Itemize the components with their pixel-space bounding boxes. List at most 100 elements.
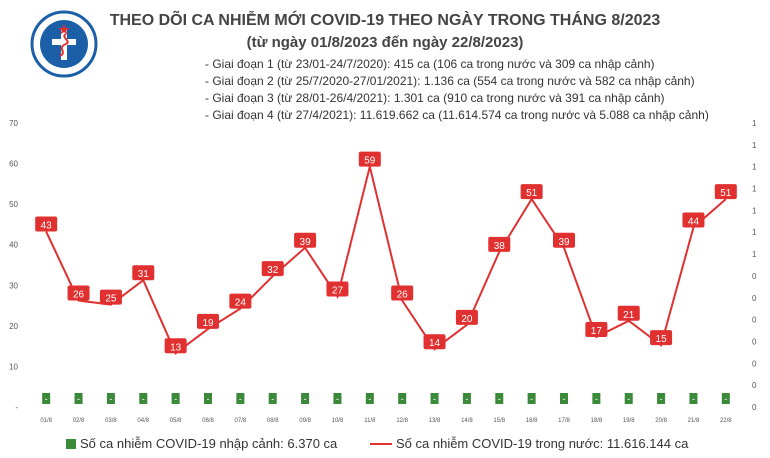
point-label-box (99, 289, 122, 305)
chart-title: THEO DÕI CA NHIỄM MỚI COVID-19 THEO NGÀY… (109, 12, 661, 29)
point-data-label: 24 (235, 298, 247, 309)
bar-data-label: - (433, 394, 436, 404)
bar-data-label: - (724, 394, 727, 404)
bar-data-label: - (142, 394, 145, 404)
point-label-box (585, 322, 608, 338)
point-label-box (261, 261, 284, 277)
point-label-box (520, 184, 543, 200)
y-right-tick-label: 1 (752, 228, 757, 237)
x-tick-label: 06/8 (202, 418, 214, 424)
bar-label-box (495, 393, 504, 404)
bar-label-box (139, 393, 148, 404)
point-data-label: 51 (526, 188, 538, 199)
point-data-label: 38 (494, 241, 506, 252)
bar-label-box (560, 393, 568, 404)
line-domestic (45, 166, 727, 355)
x-tick-label: 11/8 (364, 418, 376, 424)
point-data-label: 51 (720, 188, 732, 199)
point-data-label: 20 (461, 314, 473, 325)
bar-data-label: - (660, 394, 663, 404)
point-data-label: 25 (105, 294, 117, 305)
x-tick-label: 19/8 (623, 418, 635, 424)
bar-label-box (721, 393, 730, 404)
phase-notes: - Giai đoạn 1 (từ 23/01-24/7/2020): 415 … (205, 56, 709, 124)
point-data-label: 59 (364, 156, 376, 167)
bar-data-label: - (530, 394, 533, 404)
bar-data-label: - (207, 394, 210, 404)
point-label-box (455, 309, 478, 325)
point-label-box (294, 232, 317, 248)
bar-data-label: - (692, 394, 695, 404)
legend-swatch-bar (66, 438, 76, 449)
x-tick-label: 05/8 (170, 418, 182, 424)
y-left-tick-label: 50 (9, 200, 18, 209)
legend-label-domestic: Số ca nhiễm COVID-19 trong nước: 11.616.… (396, 436, 689, 451)
y-right-tick-label: 1 (752, 206, 757, 215)
x-tick-label: 01/8 (40, 418, 52, 424)
y-right-tick-label: 0 (752, 316, 757, 325)
y-right-tick-label: 0 (752, 381, 757, 390)
bar-label-box (592, 393, 601, 404)
bar-data-label: - (368, 394, 371, 404)
y-left-tick-label: 30 (9, 281, 18, 290)
legend-item-domestic: Số ca nhiễm COVID-19 trong nước: 11.616.… (370, 436, 688, 451)
bar-label-box (236, 393, 245, 404)
bar-label-box (430, 393, 439, 404)
point-data-label: 31 (138, 269, 150, 280)
bar-label-box (657, 393, 666, 404)
bar-data-label: - (45, 394, 48, 404)
phase-note-3: - Giai đoạn 3 (từ 28/01-26/4/2021): 1.30… (205, 91, 665, 105)
bar-label-box (398, 393, 407, 404)
point-label-box (391, 285, 414, 301)
y-right-tick-label: 0 (752, 337, 757, 346)
phase-note-2: - Giai đoạn 2 (từ 25/7/2020-27/01/2021):… (205, 74, 695, 88)
y-right-tick-label: 0 (752, 294, 757, 303)
bar-data-label: - (465, 394, 468, 404)
point-data-label: 19 (202, 318, 214, 329)
bar-label-box (74, 393, 83, 404)
point-data-label: 15 (656, 334, 668, 345)
bar-data-label: - (174, 394, 177, 404)
legend-swatch-line (370, 442, 392, 445)
cases-chart: - 10 20 30 40 50 60 70 0 0 0 0 0 0 0 1 1 1 1 1 1 1 01/8 02/8 03/… (9, 119, 757, 424)
x-tick-label: 12/8 (396, 418, 408, 424)
bar-data-label: - (595, 394, 598, 404)
bar-label-box (301, 393, 310, 404)
bar-label-box (365, 393, 374, 404)
y-left-tick-label: - (15, 403, 18, 412)
point-data-label: 17 (591, 326, 603, 337)
x-tick-label: 22/8 (720, 418, 732, 424)
bar-label-box (204, 393, 212, 404)
chart-subtitle: (từ ngày 01/8/2023 đến ngày 22/8/2023) (246, 34, 524, 51)
x-tick-label: 13/8 (429, 418, 441, 424)
bar-data-label: - (498, 394, 501, 404)
point-label-box (197, 313, 219, 329)
y-right-tick-label: 1 (752, 119, 757, 128)
bar-label-box (171, 393, 180, 404)
x-tick-label: 15/8 (493, 418, 505, 424)
point-label-box (488, 236, 511, 252)
x-tick-label: 10/8 (332, 418, 344, 424)
x-tick-label: 03/8 (105, 418, 117, 424)
bar-data-label: - (401, 394, 404, 404)
bar-label-box (106, 393, 115, 404)
bar-label-box (268, 393, 277, 404)
bar-label-box (42, 393, 51, 404)
bar-label-box (333, 393, 342, 404)
y-right-tick-label: 0 (752, 359, 757, 368)
bar-data-label: - (304, 394, 307, 404)
point-label-box (682, 212, 705, 228)
x-tick-label: 02/8 (73, 418, 85, 424)
y-left-tick-label: 40 (9, 241, 18, 250)
point-data-label: 39 (558, 237, 570, 248)
y-right-tick-label: 0 (752, 403, 757, 412)
x-tick-label: 04/8 (137, 418, 149, 424)
y-right-tick-label: 1 (752, 250, 757, 259)
bar-label-box (624, 393, 633, 404)
y-left-tick-label: 10 (9, 362, 18, 371)
legend-label-imported: Số ca nhiễm COVID-19 nhập cảnh: 6.370 ca (80, 436, 338, 451)
x-tick-label: 21/8 (688, 418, 700, 424)
point-data-label: 43 (41, 221, 53, 232)
x-tick-label: 20/8 (655, 418, 667, 424)
bar-data-label: - (239, 394, 242, 404)
